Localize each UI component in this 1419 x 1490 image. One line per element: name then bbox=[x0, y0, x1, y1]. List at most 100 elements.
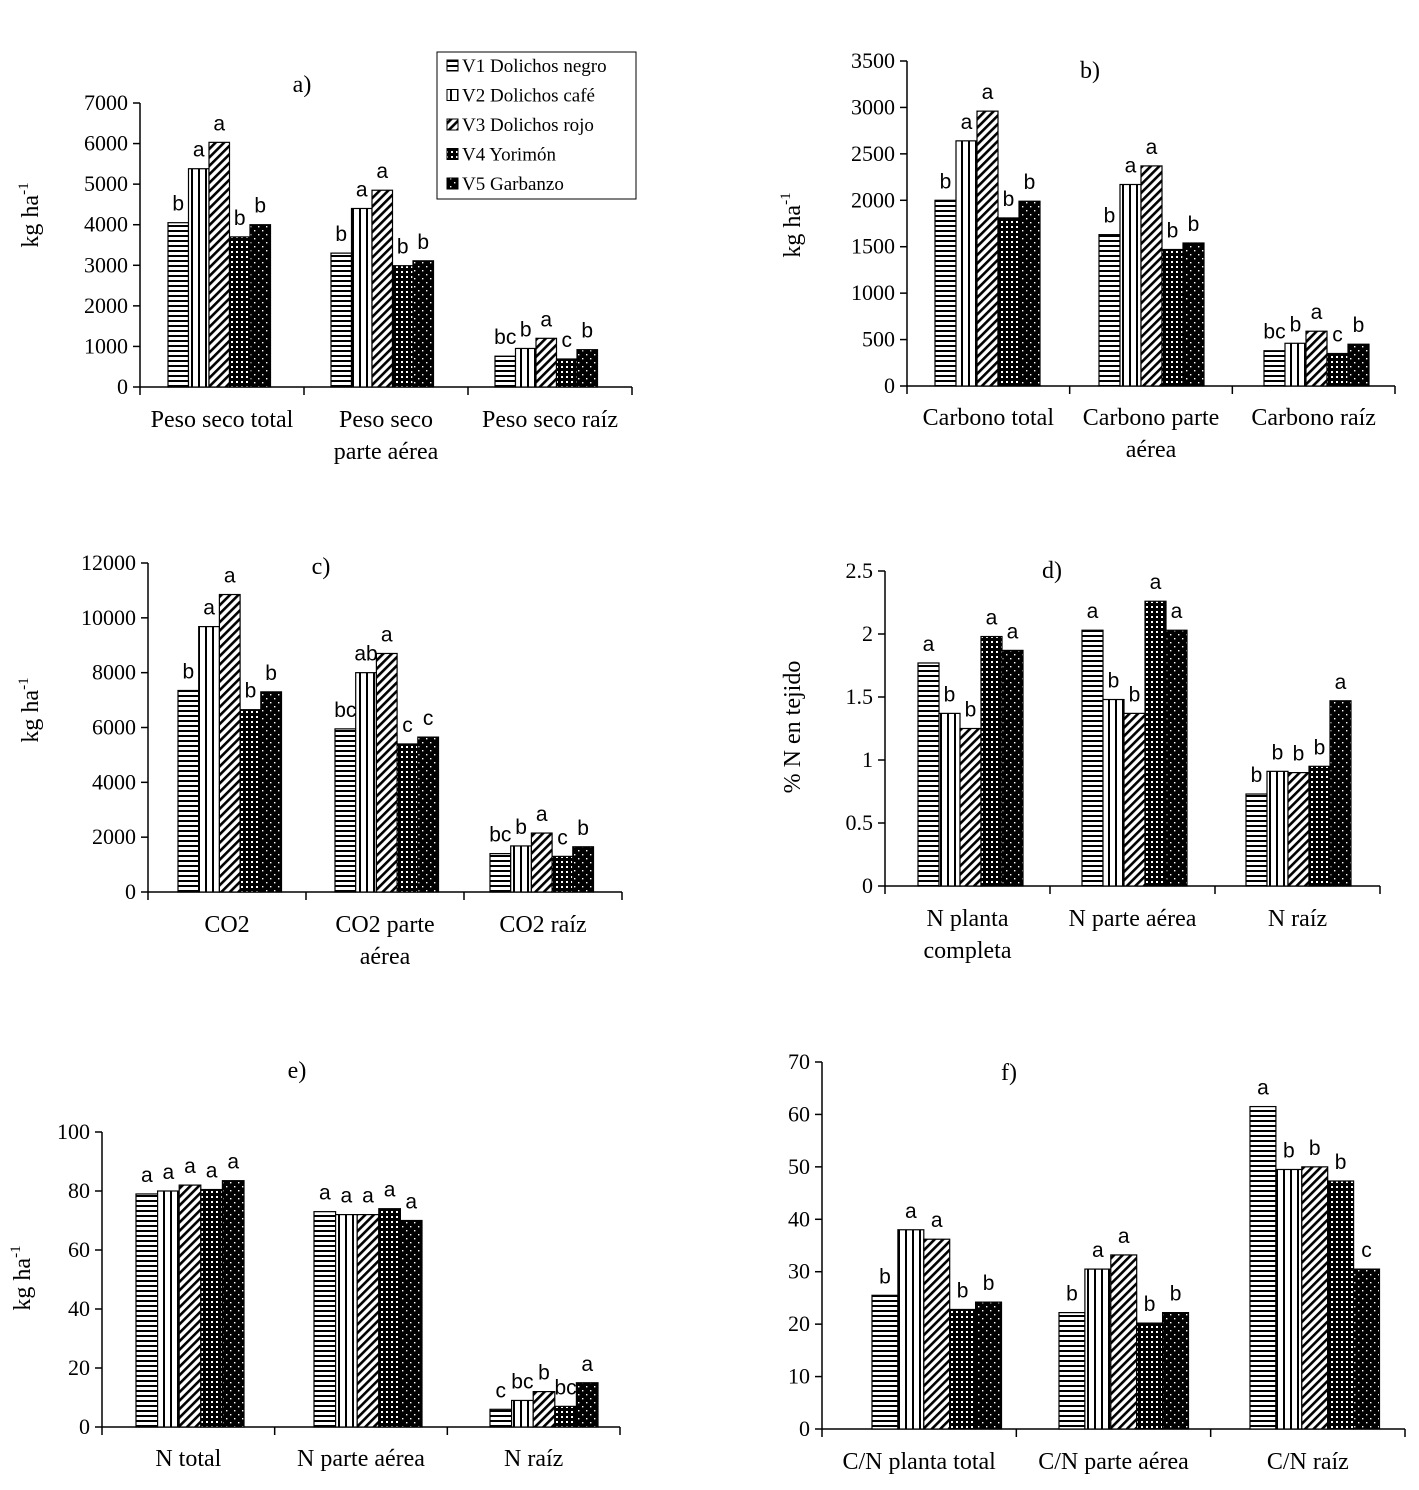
significance-letter: a bbox=[1007, 620, 1019, 643]
significance-letter: a bbox=[905, 1200, 917, 1223]
significance-letter: a bbox=[1257, 1077, 1269, 1100]
y-tick-label: 60 bbox=[788, 1101, 810, 1126]
significance-letter: a bbox=[356, 178, 368, 201]
significance-letter: b bbox=[1293, 743, 1305, 766]
category-label: N parte aérea bbox=[1069, 906, 1197, 932]
legend-label: V5 Garbanzo bbox=[462, 174, 564, 195]
bar-2-2 bbox=[1084, 1268, 1112, 1430]
chart-title: f) bbox=[1001, 1060, 1017, 1086]
y-tick-label: 3500 bbox=[851, 48, 895, 73]
significance-letter: b bbox=[1024, 171, 1036, 194]
significance-letter: c bbox=[1361, 1239, 1372, 1262]
significance-letter: a bbox=[206, 1160, 218, 1183]
bar-3-3 bbox=[1301, 1166, 1329, 1430]
significance-letter: a bbox=[224, 565, 236, 588]
bar-2-3 bbox=[1275, 1168, 1303, 1430]
y-tick-label: 10000 bbox=[81, 605, 136, 630]
significance-letter: a bbox=[1150, 571, 1162, 594]
significance-letter: a bbox=[203, 597, 215, 620]
significance-letter: b bbox=[1251, 764, 1263, 787]
significance-letter: b bbox=[581, 320, 593, 343]
y-tick-label: 0.5 bbox=[846, 810, 874, 835]
y-tick-label: 7000 bbox=[84, 90, 128, 115]
bar-1-3 bbox=[489, 853, 512, 893]
bar-4-3 bbox=[1327, 1180, 1355, 1430]
y-tick-label: 2500 bbox=[851, 141, 895, 166]
category-label: N parte aérea bbox=[297, 1446, 425, 1472]
significance-letter: b bbox=[1335, 1151, 1347, 1174]
bar-4-2 bbox=[378, 1208, 401, 1428]
significance-letter: b bbox=[983, 1272, 995, 1295]
significance-letter: c bbox=[423, 707, 434, 730]
legend-swatch bbox=[446, 118, 459, 131]
bar-2-2 bbox=[1119, 183, 1142, 387]
category-label: Peso seco total bbox=[151, 407, 294, 433]
bar-5-3 bbox=[572, 846, 595, 893]
significance-letter: b bbox=[254, 195, 266, 218]
bar-3-1 bbox=[976, 110, 999, 387]
bar-4-1 bbox=[997, 217, 1020, 387]
significance-letter: a bbox=[227, 1151, 239, 1174]
significance-letter: a bbox=[1335, 671, 1347, 694]
significance-letter: a bbox=[931, 1209, 943, 1232]
bar-2-1 bbox=[938, 712, 961, 887]
significance-letter: a bbox=[405, 1191, 417, 1214]
y-tick-label: 5000 bbox=[84, 171, 128, 196]
bar-4-2 bbox=[1136, 1322, 1164, 1430]
bar-1-2 bbox=[1081, 629, 1104, 887]
y-tick-label: 1.5 bbox=[846, 684, 874, 709]
significance-letter: b bbox=[1272, 741, 1284, 764]
y-tick-label: 20 bbox=[788, 1311, 810, 1336]
significance-letter: b bbox=[1167, 220, 1179, 243]
significance-letter: a bbox=[362, 1185, 374, 1208]
significance-letter: b bbox=[1129, 683, 1141, 706]
y-tick-label: 2 bbox=[862, 621, 873, 646]
bar-1-1 bbox=[934, 199, 957, 387]
y-tick-label: 6000 bbox=[92, 715, 136, 740]
bar-4-1 bbox=[949, 1308, 977, 1430]
category-label: N planta bbox=[927, 906, 1009, 932]
category-label: Peso seco bbox=[339, 407, 433, 433]
category-label: Peso seco raíz bbox=[482, 407, 618, 433]
y-tick-label: 1 bbox=[862, 747, 873, 772]
bar-4-1 bbox=[200, 1188, 224, 1428]
significance-letter: b bbox=[1309, 1137, 1321, 1160]
bar-1-2 bbox=[1098, 234, 1121, 387]
legend-swatch bbox=[446, 89, 459, 101]
significance-letter: b bbox=[417, 231, 429, 254]
bar-3-2 bbox=[375, 652, 398, 893]
legend-label: V1 Dolichos negro bbox=[462, 56, 607, 77]
bar-1-1 bbox=[917, 662, 940, 887]
significance-letter: a bbox=[982, 81, 994, 104]
chart-b: 0500100015002000250030003500bbbcaabaaabb… bbox=[778, 48, 1396, 463]
bar-4-1 bbox=[239, 709, 262, 893]
significance-letter: a bbox=[384, 1179, 396, 1202]
significance-letter: a bbox=[1311, 301, 1323, 324]
y-tick-label: 80 bbox=[68, 1178, 90, 1203]
category-label: Carbono total bbox=[923, 405, 1055, 431]
category-label: CO2 bbox=[204, 912, 249, 938]
significance-letter: bc bbox=[555, 1376, 577, 1399]
significance-letter: c bbox=[402, 714, 413, 737]
y-tick-label: 4000 bbox=[84, 212, 128, 237]
bar-3-3 bbox=[1305, 330, 1328, 387]
y-tick-label: 2000 bbox=[92, 824, 136, 849]
chart-c: 020004000600080001000012000bbcbcaabbaaab… bbox=[16, 550, 623, 970]
significance-letter: b bbox=[234, 207, 246, 230]
category-label: C/N parte aérea bbox=[1038, 1449, 1189, 1475]
bar-5-2 bbox=[1182, 242, 1205, 387]
significance-letter: a bbox=[381, 623, 393, 646]
bar-3-2 bbox=[1123, 712, 1146, 887]
significance-letter: b bbox=[1003, 188, 1015, 211]
category-label: C/N planta total bbox=[843, 1449, 997, 1475]
significance-letter: a bbox=[184, 1155, 196, 1178]
bar-3-1 bbox=[208, 141, 231, 388]
bar-5-3 bbox=[1352, 1268, 1381, 1430]
significance-letter: b bbox=[172, 193, 184, 216]
bar-4-3 bbox=[554, 1405, 577, 1428]
category-label: completa bbox=[924, 938, 1012, 964]
significance-letter: a bbox=[986, 607, 998, 630]
category-label: N raíz bbox=[1268, 906, 1327, 932]
